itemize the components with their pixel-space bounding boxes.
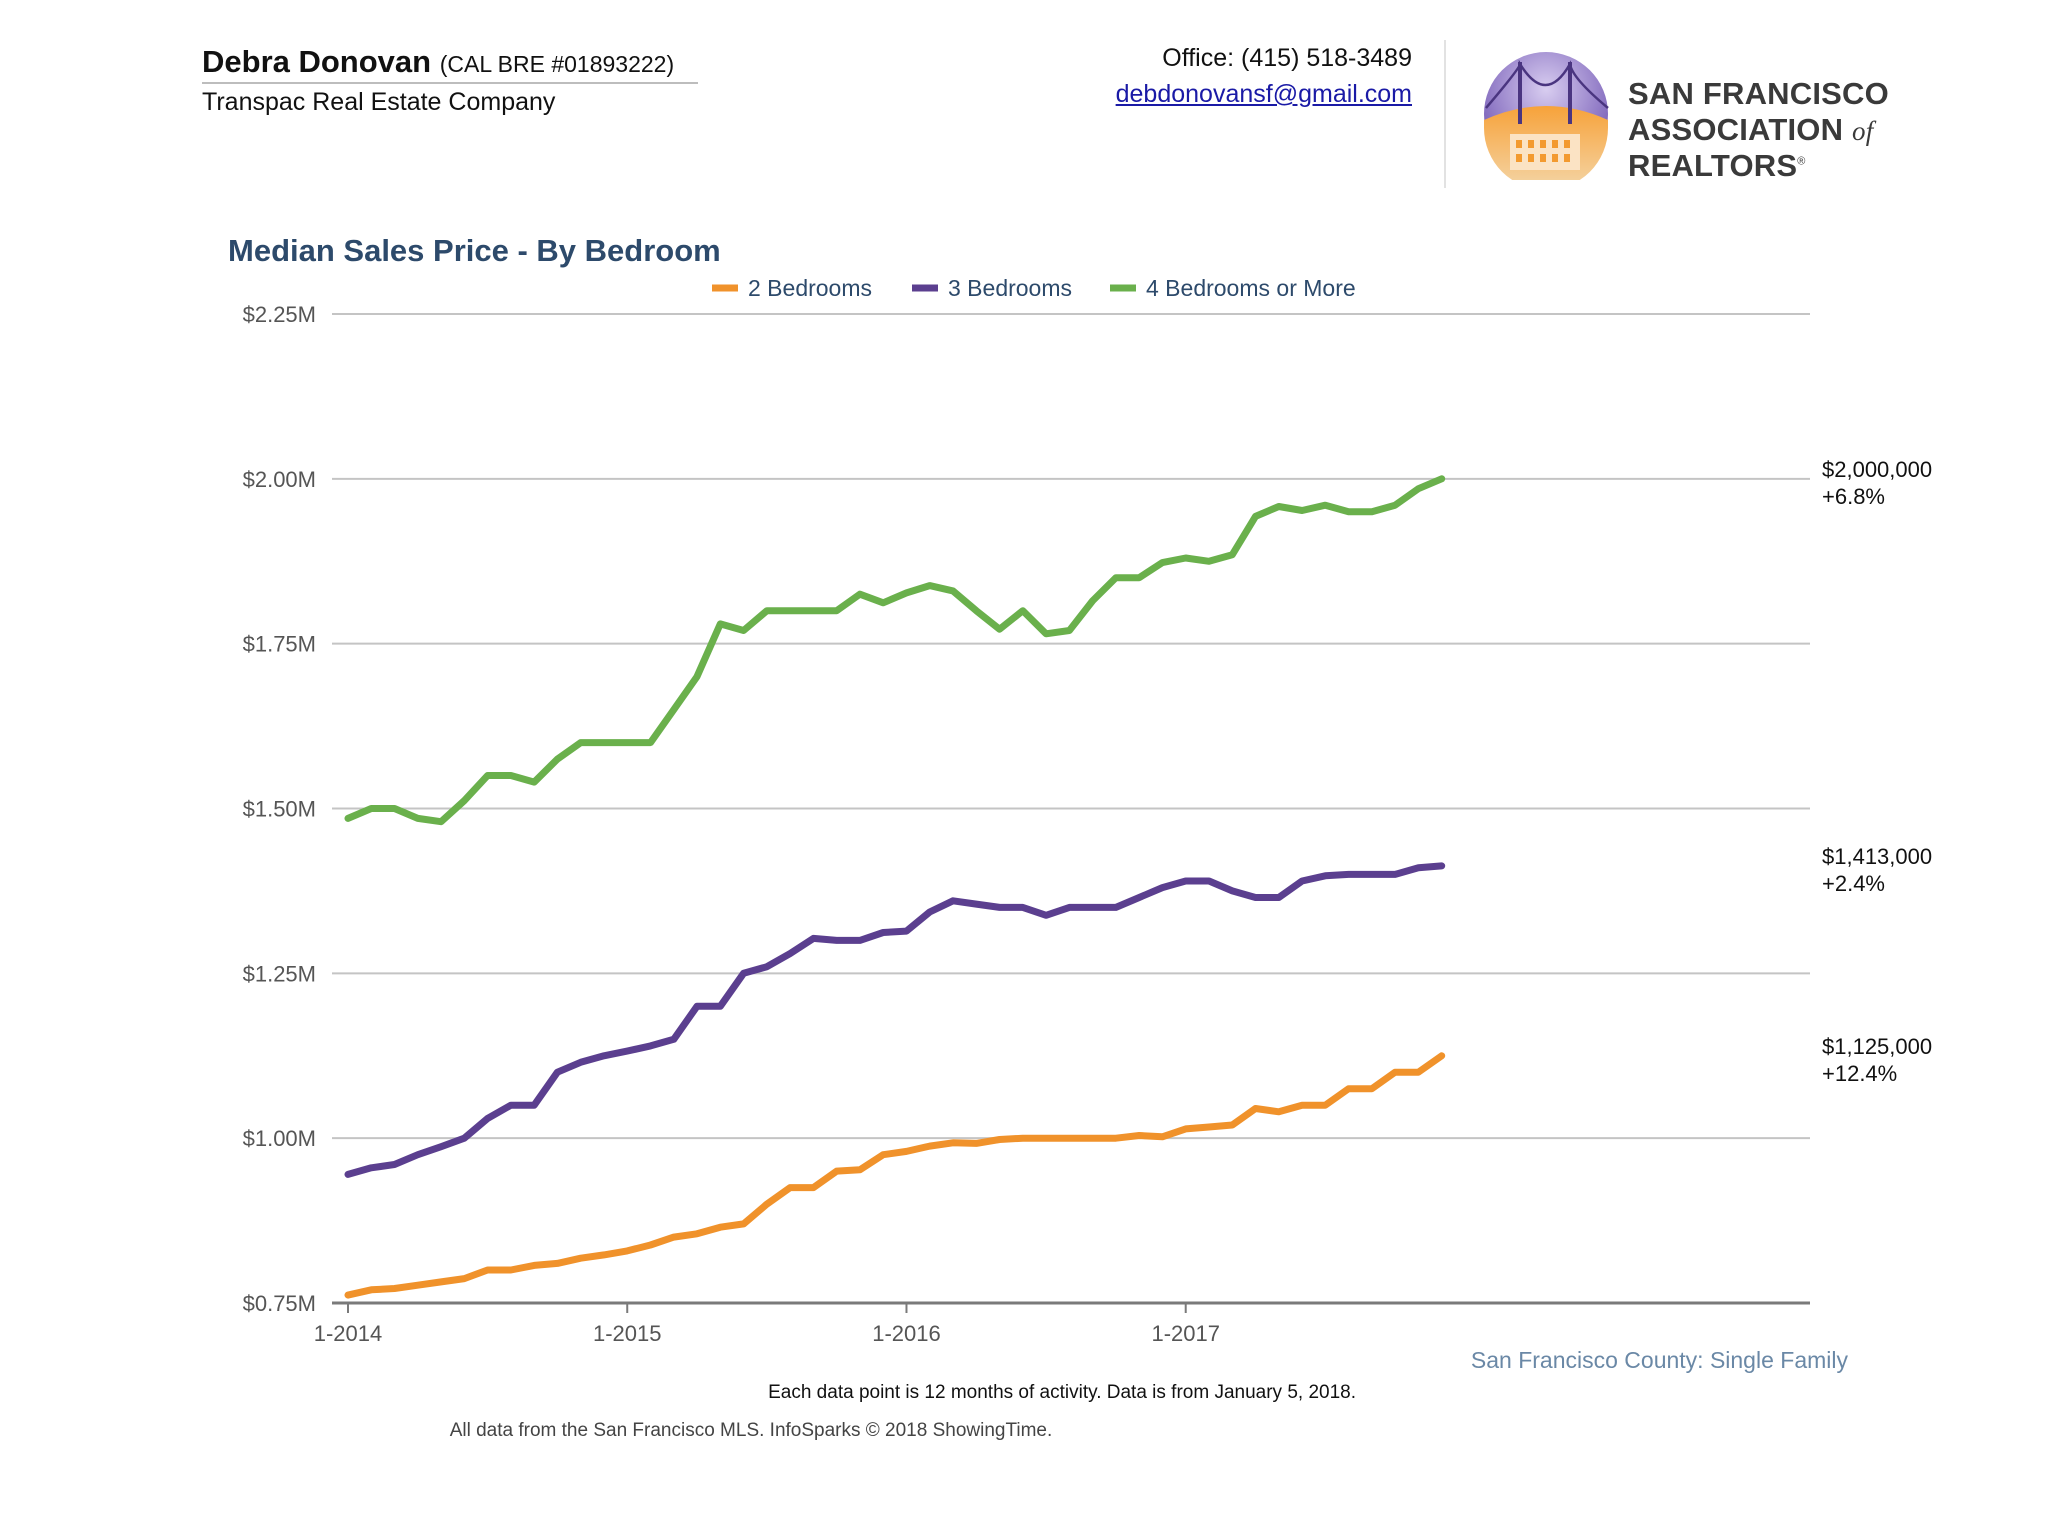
- series-end-value: $2,000,000: [1822, 457, 1932, 482]
- y-tick-label: $1.00M: [243, 1126, 316, 1151]
- email-link[interactable]: debdonovansf@gmail.com: [1115, 80, 1412, 108]
- series-end-change: +12.4%: [1822, 1061, 1897, 1086]
- agent-company: Transpac Real Estate Company: [202, 88, 556, 116]
- association-name-line2: ASSOCIATION of REALTORS®: [1628, 112, 1874, 183]
- chart-title: Median Sales Price - By Bedroom: [228, 233, 721, 268]
- y-tick-label: $1.50M: [243, 797, 316, 822]
- agent-license: (CAL BRE #01893222): [439, 51, 675, 77]
- legend-label: 3 Bedrooms: [948, 275, 1072, 301]
- association-name-line1: SAN FRANCISCO: [1628, 76, 1889, 111]
- x-tick-label: 1-2015: [593, 1321, 662, 1346]
- agent-name: Debra Donovan (CAL BRE #01893222): [202, 44, 675, 79]
- office-phone: Office: (415) 518-3489: [1162, 44, 1412, 72]
- agent-divider: [202, 82, 698, 84]
- series-end-change: +2.4%: [1822, 871, 1885, 896]
- x-tick-label: 1-2014: [314, 1321, 383, 1346]
- chart-subtitle: San Francisco County: Single Family: [1471, 1347, 1849, 1373]
- y-tick-label: $0.75M: [243, 1291, 316, 1316]
- y-tick-label: $1.25M: [243, 961, 316, 986]
- data-source: All data from the San Francisco MLS. Inf…: [449, 1420, 1053, 1441]
- y-tick-label: $2.00M: [243, 467, 316, 492]
- series-line: [344, 862, 1446, 1178]
- sfar-logo-icon: [1484, 52, 1609, 180]
- legend-label: 4 Bedrooms or More: [1146, 275, 1356, 301]
- legend-label: 2 Bedrooms: [748, 275, 872, 301]
- data-note: Each data point is 12 months of activity…: [768, 1382, 1356, 1403]
- series-end-change: +6.8%: [1822, 484, 1885, 509]
- series-end-value: $1,413,000: [1822, 844, 1932, 869]
- y-tick-label: $2.25M: [243, 302, 316, 327]
- series-line: [344, 1052, 1446, 1299]
- series-line: [344, 475, 1446, 826]
- x-tick-label: 1-2016: [872, 1321, 941, 1346]
- x-tick-label: 1-2017: [1151, 1321, 1220, 1346]
- header-divider: [1444, 40, 1446, 188]
- y-tick-label: $1.75M: [243, 632, 316, 657]
- series-end-value: $1,125,000: [1822, 1034, 1932, 1059]
